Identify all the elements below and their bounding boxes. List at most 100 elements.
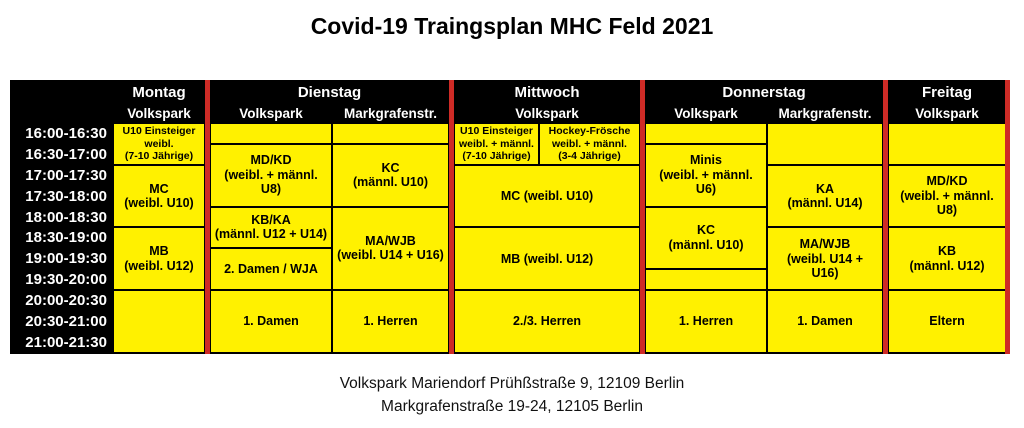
time-row-label: 21:00-21:30 xyxy=(25,333,107,351)
time-row-label: 16:30-17:00 xyxy=(25,145,107,163)
schedule-cell-freitag-volkspark-r9: Eltern xyxy=(889,291,1005,352)
time-row-label: 16:00-16:30 xyxy=(25,124,107,142)
schedule-cell-freitag-volkspark-r1-empty xyxy=(889,124,1005,164)
schedule-cell-dienstag-markgrafenstr-r2: KC (männl. U10) xyxy=(333,144,448,206)
cell-line: (weibl. U14 + U16) xyxy=(337,248,444,263)
cell-line: U6) xyxy=(695,182,717,197)
schedule-cell-mittwoch-volkspark-right-r1: Hockey-Frösche weibl. + männl. (3-4 Jährig… xyxy=(540,124,639,164)
cell-line: (7-10 Jährige) xyxy=(124,150,194,163)
day-header-donnerstag: Donnerstag xyxy=(722,83,806,101)
schedule-cell-mittwoch-volkspark-r3: MC (weibl. U10) xyxy=(455,165,639,227)
cell-line: KB xyxy=(937,244,957,259)
schedule-cell-donnerstag-volkspark-r9: 1. Herren xyxy=(646,291,766,352)
cell-line: 2./3. Herren xyxy=(512,314,582,329)
day-separator-3 xyxy=(640,80,645,354)
cell-line: U10 Einsteiger xyxy=(460,125,533,138)
time-row-label: 18:30-19:00 xyxy=(25,229,107,247)
cell-line: MC xyxy=(149,181,169,196)
schedule-cell-donnerstag-markgrafenstr-r3: KA (männl. U14) xyxy=(768,165,882,227)
cell-line: (weibl. + männl. xyxy=(659,167,753,182)
cell-line: MA/WJB xyxy=(799,237,851,252)
venue-address-footer: Volkspark Mariendorf Prühßstraße 9, 1210… xyxy=(0,372,1024,418)
cell-line: (männl. U10) xyxy=(668,237,744,252)
cell-line: U16) xyxy=(811,266,839,281)
schedule-cell-dienstag-markgrafenstr-r1-empty xyxy=(333,124,448,143)
venue-header-dienstag-volkspark: Volkspark xyxy=(239,105,303,121)
cell-line: (männl. U12) xyxy=(909,258,985,273)
venue-header-freitag-volkspark: Volkspark xyxy=(915,105,979,121)
cell-line: Hockey-Frösche xyxy=(548,125,631,138)
cell-line: (3-4 Jährige) xyxy=(558,150,621,163)
schedule-cell-donnerstag-markgrafenstr-r6: MA/WJB (weibl. U14 + U16) xyxy=(768,228,882,290)
time-row-label: 20:30-21:00 xyxy=(25,312,107,330)
time-row-label: 17:00-17:30 xyxy=(25,166,107,184)
day-separator-2 xyxy=(449,80,454,354)
schedule-cell-dienstag-volkspark-r7: 2. Damen / WJA xyxy=(211,249,331,290)
day-separator-1 xyxy=(205,80,210,354)
schedule-cell-montag-volkspark-r1: U10 Einsteiger weibl. (7-10 Jährige) xyxy=(114,124,204,164)
cell-line: 1. Damen xyxy=(243,314,299,329)
schedule-cell-donnerstag-markgrafenstr-r9: 1. Damen xyxy=(768,291,882,352)
cell-line: (weibl. + männl. xyxy=(900,188,994,203)
cell-line: (männl. U12 + U14) xyxy=(214,227,328,242)
schedule-cell-dienstag-volkspark-r1-empty xyxy=(211,124,331,143)
schedule-cell-donnerstag-volkspark-r8-empty xyxy=(646,270,766,290)
schedule-cell-donnerstag-volkspark-r1-empty xyxy=(646,124,766,143)
training-schedule-table: Montag Dienstag Mittwoch Donnerstag Frei… xyxy=(10,80,1010,354)
day-header-montag: Montag xyxy=(132,83,186,101)
schedule-cell-freitag-volkspark-r6: KB (männl. U12) xyxy=(889,228,1005,290)
cell-line: Eltern xyxy=(929,314,965,329)
cell-line: U8) xyxy=(260,182,282,197)
cell-line: MD/KD xyxy=(250,153,292,168)
cell-line: (weibl. U10) xyxy=(124,196,194,211)
cell-line: (männl. U10) xyxy=(352,175,428,190)
schedule-cell-dienstag-markgrafenstr-r9: 1. Herren xyxy=(333,291,448,352)
cell-line: MC (weibl. U10) xyxy=(500,188,594,203)
cell-line: (männl. U14) xyxy=(787,196,863,211)
time-row-label: 19:30-20:00 xyxy=(25,271,107,289)
cell-line: weibl. + männl. xyxy=(459,137,534,150)
address-volkspark: Volkspark Mariendorf Prühßstraße 9, 1210… xyxy=(339,375,685,392)
cell-line: 1. Herren xyxy=(363,314,418,329)
cell-line: Minis xyxy=(690,153,722,168)
cell-line: weibl. + männl. xyxy=(552,137,627,150)
schedule-cell-donnerstag-volkspark-r2: Minis (weibl. + männl. U6) xyxy=(646,144,766,206)
venue-header-donnerstag-markgrafenstr: Markgrafenstr. xyxy=(778,105,872,121)
cell-line: weibl. xyxy=(144,137,174,150)
cell-line: KA xyxy=(815,181,835,196)
cell-line: U8) xyxy=(936,203,958,218)
cell-line: 1. Damen xyxy=(797,314,853,329)
cell-line: MB xyxy=(149,244,169,259)
schedule-cell-dienstag-markgrafenstr-r5: MA/WJB (weibl. U14 + U16) xyxy=(333,207,448,290)
schedule-cell-montag-volkspark-r3: MC (weibl. U10) xyxy=(114,165,204,227)
schedule-cell-mittwoch-volkspark-left-r1: U10 Einsteiger weibl. + männl. (7-10 Jähri… xyxy=(455,124,538,164)
cell-line: 2. Damen / WJA xyxy=(224,261,318,276)
venue-header-dienstag-markgrafenstr: Markgrafenstr. xyxy=(343,105,438,121)
cell-line: KC xyxy=(696,223,716,238)
cell-line: (weibl. U12) xyxy=(124,258,194,273)
page-title: Covid-19 Traingsplan MHC Feld 2021 xyxy=(310,13,714,39)
schedule-cell-mittwoch-volkspark-r6: MB (weibl. U12) xyxy=(455,228,639,290)
address-markgrafenstr: Markgrafenstraße 19-24, 12105 Berlin xyxy=(381,398,643,415)
cell-line: MD/KD xyxy=(926,174,968,189)
day-header-mittwoch: Mittwoch xyxy=(514,83,580,101)
time-row-label: 20:00-20:30 xyxy=(25,292,107,310)
schedule-cell-freitag-volkspark-r3: MD/KD (weibl. + männl. U8) xyxy=(889,165,1005,227)
cell-line: KB/KA xyxy=(251,212,291,227)
venue-header-mittwoch-volkspark: Volkspark xyxy=(515,105,579,121)
cell-line: MB (weibl. U12) xyxy=(500,251,594,266)
time-row-label: 19:00-19:30 xyxy=(25,250,107,268)
schedule-cell-montag-volkspark-r9-empty xyxy=(114,291,204,352)
venue-header-donnerstag-volkspark: Volkspark xyxy=(674,105,738,121)
schedule-cell-dienstag-volkspark-r9: 1. Damen xyxy=(211,291,331,352)
schedule-cell-mittwoch-volkspark-r9: 2./3. Herren xyxy=(455,291,639,352)
cell-line: KC xyxy=(381,160,400,175)
cell-line: (7-10 Jährige) xyxy=(462,150,531,163)
day-header-dienstag: Dienstag xyxy=(297,83,362,101)
cell-line: (weibl. U14 + xyxy=(786,251,864,266)
cell-line: 1. Herren xyxy=(678,314,734,329)
day-separator-4 xyxy=(883,80,888,354)
schedule-cell-dienstag-volkspark-r5: KB/KA (männl. U12 + U14) xyxy=(211,207,331,248)
schedule-cell-donnerstag-markgrafenstr-r1-empty xyxy=(768,124,882,164)
time-row-label: 17:30-18:00 xyxy=(25,187,107,205)
